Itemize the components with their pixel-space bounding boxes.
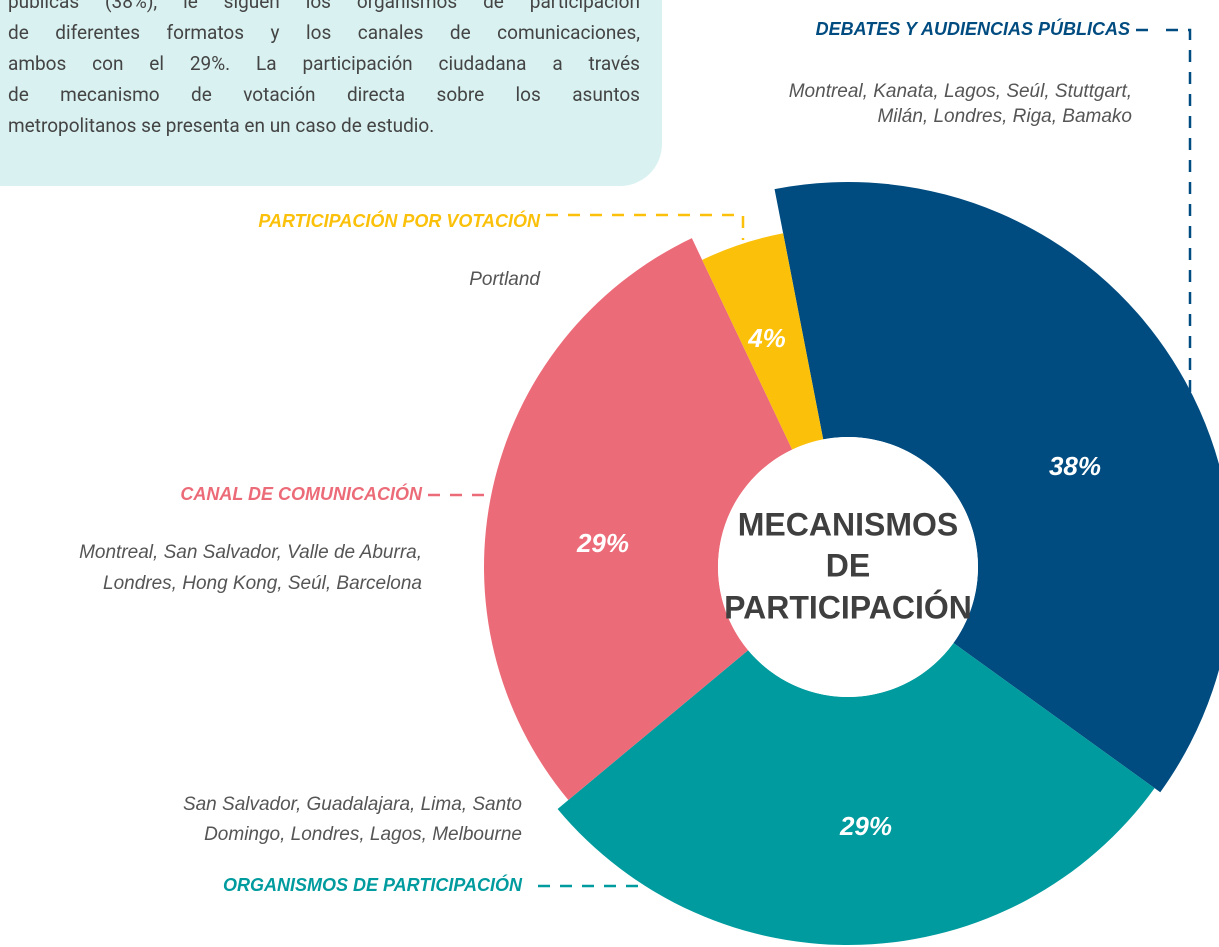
leader-line — [1136, 28, 1192, 405]
value-label: 29% — [576, 528, 629, 558]
intro-box: públicas (38%), le siguen los organismos… — [0, 0, 662, 186]
city-list: Milán, Londres, Riga, Bamako — [877, 106, 1132, 127]
donut-segment — [774, 182, 1219, 793]
city-list: Londres, Hong Kong, Seúl, Barcelona — [103, 573, 422, 594]
center-label: PARTICIPACIÓN — [724, 589, 972, 625]
donut-segment — [557, 643, 1155, 945]
category-label: CANAL DE COMUNICACIÓN — [180, 483, 423, 504]
donut-segment — [702, 233, 824, 450]
intro-line: de mecanismo de votación directa sobre l… — [8, 83, 640, 106]
city-list: Montreal, San Salvador, Valle de Aburra, — [79, 542, 422, 563]
donut-hole — [718, 437, 978, 697]
center-label: MECANISMOS — [738, 506, 958, 542]
category-label: PARTICIPACIÓN POR VOTACIÓN — [258, 210, 541, 231]
city-list: Portland — [469, 269, 541, 290]
value-label: 4% — [747, 323, 786, 353]
city-list: Domingo, Londres, Lagos, Melbourne — [204, 824, 522, 845]
center-label: DE — [826, 547, 870, 583]
value-label: 38% — [1049, 451, 1101, 481]
intro-line: públicas (38%), le siguen los organismos… — [8, 0, 640, 13]
intro-line: ambos con el 29%. La participación ciuda… — [8, 52, 640, 75]
category-label: ORGANISMOS DE PARTICIPACIÓN — [223, 874, 523, 895]
donut-segment — [483, 238, 793, 800]
intro-line: de diferentes formatos y los canales de … — [8, 21, 640, 44]
leader-line — [546, 213, 745, 240]
city-list: Montreal, Kanata, Lagos, Seúl, Stuttgart… — [789, 81, 1132, 102]
intro-line: metropolitanos se presenta en un caso de… — [8, 114, 435, 137]
category-label: DEBATES Y AUDIENCIAS PÚBLICAS — [816, 18, 1130, 39]
value-label: 29% — [839, 811, 892, 841]
city-list: San Salvador, Guadalajara, Lima, Santo — [183, 794, 522, 815]
